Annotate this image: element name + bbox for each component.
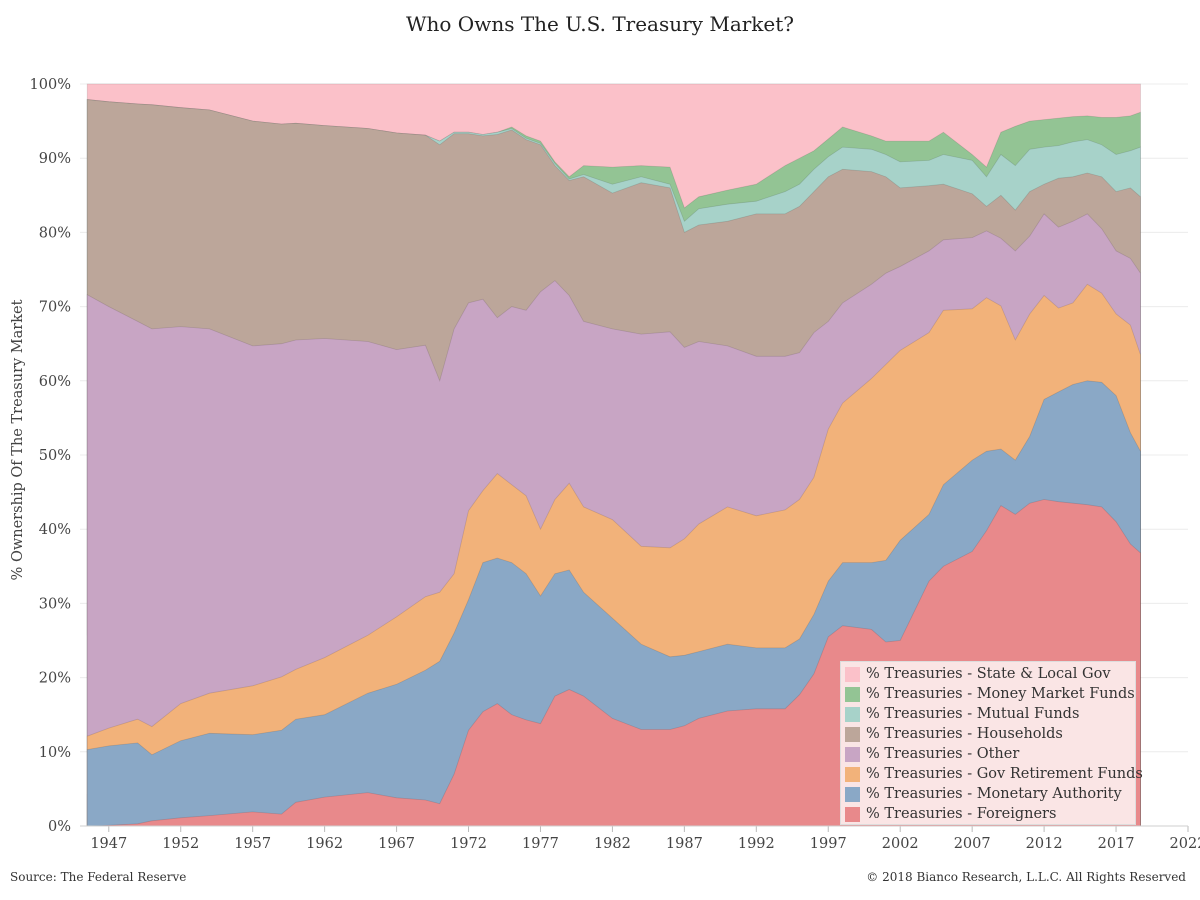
legend-swatch — [845, 746, 860, 762]
legend-label: % Treasuries - Money Market Funds — [866, 686, 1135, 702]
x-tick-label: 2022 — [1170, 836, 1200, 852]
legend-label: % Treasuries - Foreigners — [866, 806, 1057, 822]
x-tick-label: 1957 — [234, 836, 271, 852]
x-tick-label: 1967 — [378, 836, 415, 852]
x-tick-label: 2002 — [882, 836, 919, 852]
legend: % Treasuries - State & Local Gov % Treasu… — [840, 661, 1143, 825]
legend-swatch — [845, 666, 860, 682]
legend-label: % Treasuries - Households — [866, 726, 1063, 742]
legend-swatch — [845, 806, 860, 822]
chart-title: Who Owns The U.S. Treasury Market? — [405, 12, 795, 36]
legend-item: % Treasuries - State & Local Gov — [845, 664, 1111, 684]
y-tick-label: 20% — [39, 671, 71, 687]
y-tick-label: 80% — [39, 225, 71, 241]
x-tick-label: 1987 — [666, 836, 703, 852]
x-tick-label: 1947 — [90, 836, 127, 852]
legend-label: % Treasuries - Mutual Funds — [866, 706, 1080, 722]
y-tick-label: 40% — [39, 522, 71, 538]
x-tick-label: 1972 — [450, 836, 487, 852]
legend-label: % Treasuries - Other — [866, 746, 1020, 762]
legend-swatch — [845, 726, 860, 742]
copyright-note: © 2018 Bianco Research, L.L.C. All Right… — [866, 870, 1186, 884]
legend-label: % Treasuries - Gov Retirement Funds — [866, 766, 1143, 782]
x-tick-label: 2012 — [1026, 836, 1063, 852]
legend-item: % Treasuries - Mutual Funds — [845, 704, 1079, 724]
legend-swatch — [845, 686, 860, 702]
legend-item: % Treasuries - Households — [845, 724, 1063, 744]
y-tick-label: 10% — [39, 745, 71, 761]
legend-label: % Treasuries - State & Local Gov — [866, 666, 1111, 682]
y-axis-label: % Ownership Of The Treasury Market — [10, 299, 26, 580]
x-tick-label: 2017 — [1098, 836, 1135, 852]
x-tick-label: 1952 — [162, 836, 199, 852]
y-tick-label: 30% — [39, 596, 71, 612]
x-tick-label: 1982 — [594, 836, 631, 852]
y-tick-label: 60% — [39, 374, 71, 390]
x-tick-label: 1992 — [738, 836, 775, 852]
y-tick-label: 90% — [39, 151, 71, 167]
source-note: Source: The Federal Reserve — [10, 870, 187, 884]
legend-item: % Treasuries - Foreigners — [845, 804, 1056, 824]
legend-label: % Treasuries - Monetary Authority — [866, 786, 1122, 802]
legend-item: % Treasuries - Gov Retirement Funds — [845, 764, 1143, 784]
legend-swatch — [845, 706, 860, 722]
y-tick-label: 70% — [39, 300, 71, 316]
legend-swatch — [845, 786, 860, 802]
legend-item: % Treasuries - Money Market Funds — [845, 684, 1135, 704]
x-tick-label: 2007 — [954, 836, 991, 852]
x-tick-label: 1977 — [522, 836, 559, 852]
y-tick-label: 50% — [39, 448, 71, 464]
legend-swatch — [845, 766, 860, 782]
y-tick-label: 0% — [48, 819, 71, 835]
y-tick-label: 100% — [30, 77, 71, 93]
legend-item: % Treasuries - Monetary Authority — [845, 784, 1122, 804]
x-tick-label: 1962 — [306, 836, 343, 852]
axes: 0% 10% 20% 30% 40% 50% 60% 70% 80% 90% 100% 1947 195… — [30, 77, 1200, 852]
legend-item: % Treasuries - Other — [845, 744, 1019, 764]
x-tick-label: 1997 — [810, 836, 847, 852]
